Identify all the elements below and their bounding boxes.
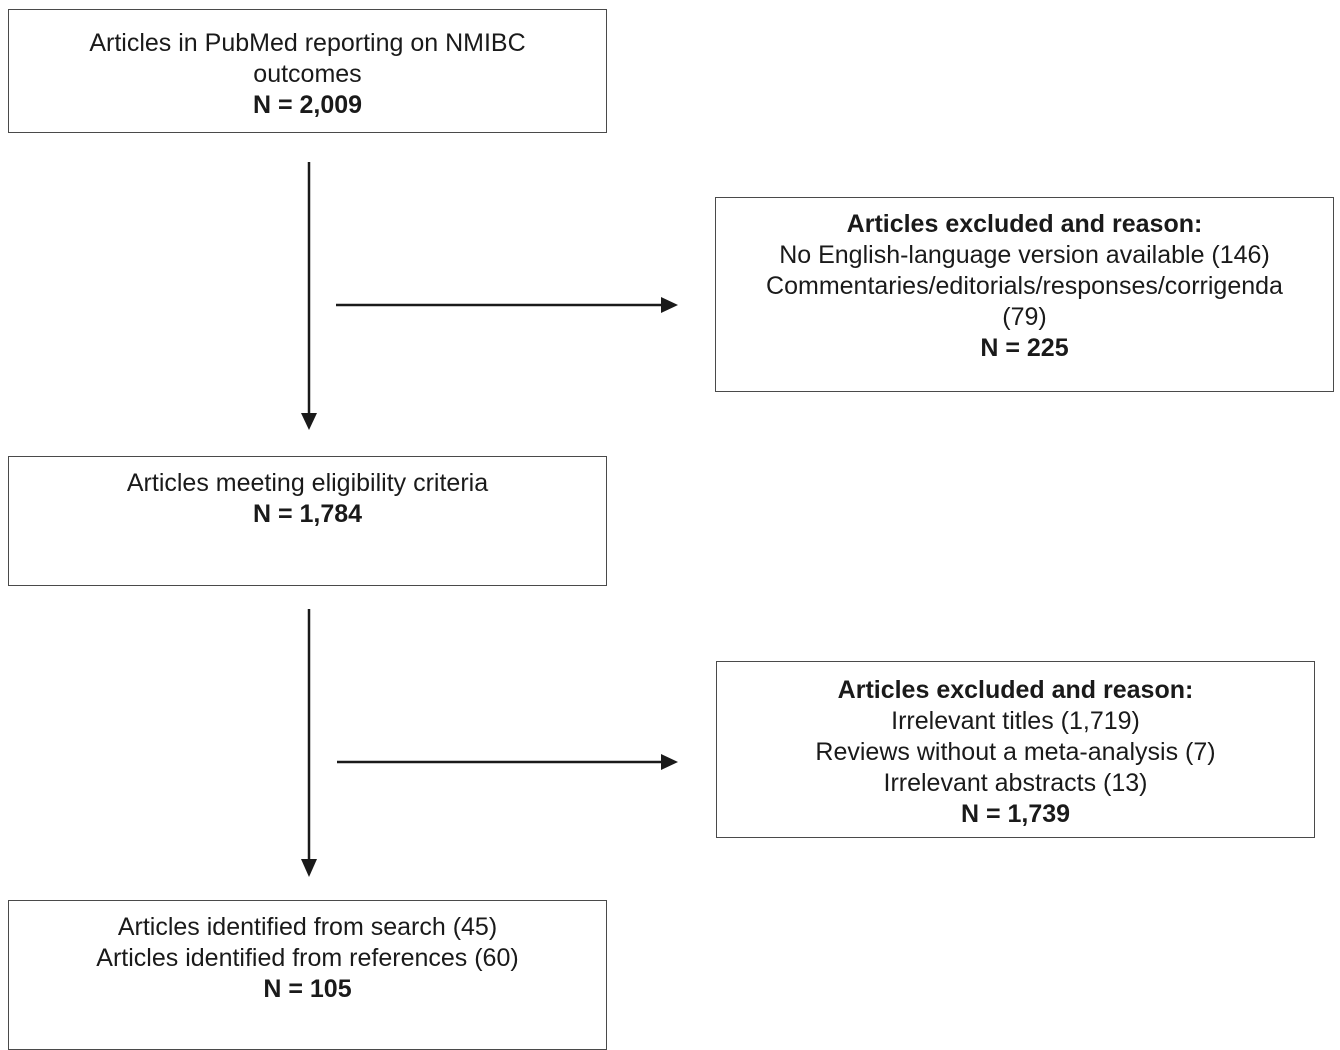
second-exclusion-reason-3: Irrelevant abstracts (13) xyxy=(883,769,1148,797)
first-exclusion-reason-2-count: (79) xyxy=(1002,303,1047,331)
second-exclusion-box: Articles excluded and reason: Irrelevant… xyxy=(716,661,1315,838)
second-exclusion-heading: Articles excluded and reason: xyxy=(837,676,1194,704)
identified-count: N = 2,009 xyxy=(252,91,363,119)
second-exclusion-count: N = 1,739 xyxy=(960,800,1071,828)
right-arrow-head-1 xyxy=(661,297,678,313)
first-exclusion-reason-1: No English-language version available (1… xyxy=(779,241,1270,269)
eligible-line-1: Articles meeting eligibility criteria xyxy=(126,469,489,497)
identified-articles-box: Articles in PubMed reporting on NMIBC ou… xyxy=(8,9,607,133)
second-exclusion-reason-2: Reviews without a meta-analysis (7) xyxy=(815,738,1216,766)
included-line-2: Articles identified from references (60) xyxy=(96,944,519,972)
first-exclusion-count: N = 225 xyxy=(980,334,1069,362)
down-arrow-head-1 xyxy=(301,413,317,430)
included-count: N = 105 xyxy=(263,975,352,1003)
first-exclusion-reason-2: Commentaries/editorials/responses/corrig… xyxy=(766,272,1283,300)
first-exclusion-box: Articles excluded and reason: No English… xyxy=(715,197,1334,392)
eligible-articles-box: Articles meeting eligibility criteria N … xyxy=(8,456,607,586)
second-exclusion-reason-1: Irrelevant titles (1,719) xyxy=(891,707,1140,735)
identified-line-1: Articles in PubMed reporting on NMIBC xyxy=(89,29,526,57)
down-arrow-head-2 xyxy=(301,859,317,877)
included-line-1: Articles identified from search (45) xyxy=(117,913,498,941)
right-arrow-head-2 xyxy=(661,754,678,770)
eligible-count: N = 1,784 xyxy=(252,500,363,528)
included-articles-box: Articles identified from search (45) Art… xyxy=(8,900,607,1050)
first-exclusion-heading: Articles excluded and reason: xyxy=(846,210,1203,238)
identified-line-2: outcomes xyxy=(253,60,362,88)
